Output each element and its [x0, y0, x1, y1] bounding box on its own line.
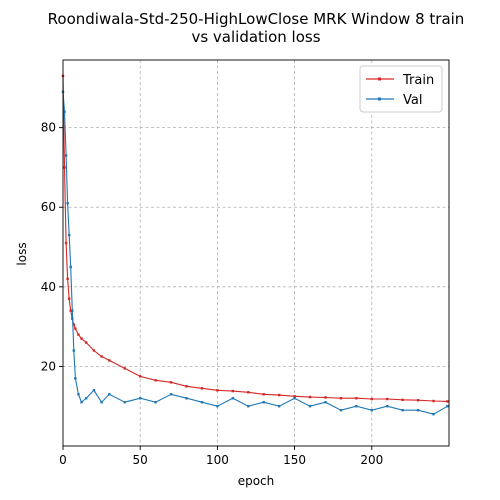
point-val-19: [185, 397, 188, 400]
point-train-16: [139, 375, 142, 378]
series-line-train: [62, 75, 448, 402]
point-train-34: [416, 399, 420, 402]
point-train-17: [154, 379, 157, 382]
point-train-5: [69, 309, 72, 312]
point-train-8: [74, 327, 77, 330]
point-val-32: [386, 405, 389, 408]
point-val-21: [216, 405, 219, 408]
point-train-20: [200, 387, 204, 390]
x-tick-label-3: 150: [283, 453, 306, 467]
point-train-2: [64, 241, 68, 245]
point-val-7: [72, 349, 76, 352]
point-val-30: [355, 405, 358, 408]
point-val-14: [108, 393, 111, 396]
point-val-1: [63, 110, 66, 113]
point-train-10: [80, 337, 83, 340]
point-val-12: [92, 389, 96, 392]
y-tick-label-3: 80: [41, 121, 56, 135]
plot-frame: [62, 59, 450, 447]
x-axis-label: epoch: [238, 474, 275, 488]
point-train-12: [92, 349, 96, 352]
point-val-36: [446, 405, 449, 408]
point-train-3: [66, 277, 69, 281]
point-val-4: [67, 233, 71, 237]
y-tick-label-2: 60: [41, 200, 56, 214]
point-train-28: [324, 396, 327, 399]
point-val-5: [69, 265, 72, 269]
legend: Train Val: [359, 65, 443, 113]
point-val-22: [231, 397, 235, 400]
point-train-19: [185, 385, 188, 388]
point-train-27: [308, 395, 312, 399]
series-lines: [61, 74, 449, 416]
point-train-15: [123, 367, 126, 370]
point-train-36: [446, 400, 449, 403]
point-train-4: [67, 297, 71, 300]
x-tick-label-1: 50: [133, 453, 148, 467]
y-tick-label-1: 40: [41, 280, 56, 294]
point-val-16: [139, 397, 142, 400]
point-train-22: [231, 389, 235, 393]
chart-title-line-1: Roondiwala-Std-250-HighLowClose MRK Wind…: [48, 10, 465, 28]
point-val-33: [401, 408, 404, 412]
y-axis-label: loss: [15, 242, 29, 265]
point-train-14: [108, 359, 111, 362]
point-train-25: [277, 393, 281, 397]
x-tick-label-2: 100: [206, 453, 229, 467]
point-val-2: [64, 154, 68, 157]
point-val-25: [277, 405, 281, 408]
point-val-13: [100, 401, 103, 404]
point-val-24: [262, 401, 265, 404]
point-val-15: [123, 401, 126, 404]
point-val-31: [370, 408, 373, 412]
point-train-35: [432, 399, 435, 403]
point-val-20: [200, 401, 204, 404]
point-train-29: [339, 397, 343, 400]
point-val-9: [77, 393, 80, 396]
grid-lines: [63, 60, 449, 446]
point-train-7: [72, 323, 76, 326]
point-train-1: [63, 166, 66, 169]
point-val-34: [416, 408, 420, 412]
y-tick-label-0: 20: [41, 359, 56, 373]
point-val-10: [80, 401, 83, 404]
point-val-3: [66, 202, 69, 205]
point-train-26: [293, 395, 296, 398]
point-train-31: [370, 397, 373, 401]
point-train-33: [401, 398, 404, 402]
point-val-27: [308, 405, 312, 408]
point-train-30: [355, 397, 358, 400]
point-train-13: [100, 355, 103, 358]
legend-train-label: Train: [402, 73, 434, 88]
point-val-11: [84, 397, 88, 400]
point-val-8: [74, 377, 77, 380]
point-val-23: [247, 405, 250, 408]
point-train-21: [216, 389, 219, 392]
point-val-28: [324, 401, 327, 404]
point-train-32: [386, 397, 389, 401]
legend-val-label: Val: [403, 93, 422, 108]
point-val-26: [293, 397, 296, 400]
legend-train-marker: [378, 77, 381, 81]
point-val-35: [432, 412, 435, 416]
legend-val-marker: [378, 97, 381, 101]
point-train-9: [77, 333, 80, 336]
x-tick-label-0: 0: [59, 453, 67, 467]
point-train-18: [169, 381, 173, 384]
point-train-24: [262, 393, 265, 396]
chart-title-line-2: vs validation loss: [191, 28, 320, 46]
axes: 0 50 100 150 200 20 40 60 80: [41, 59, 450, 467]
point-val-29: [339, 408, 343, 412]
point-val-18: [169, 393, 173, 396]
point-train-23: [247, 391, 250, 394]
point-val-17: [154, 401, 157, 404]
x-tick-label-4: 200: [360, 453, 383, 467]
point-train-11: [84, 341, 88, 344]
point-val-6: [71, 309, 74, 312]
